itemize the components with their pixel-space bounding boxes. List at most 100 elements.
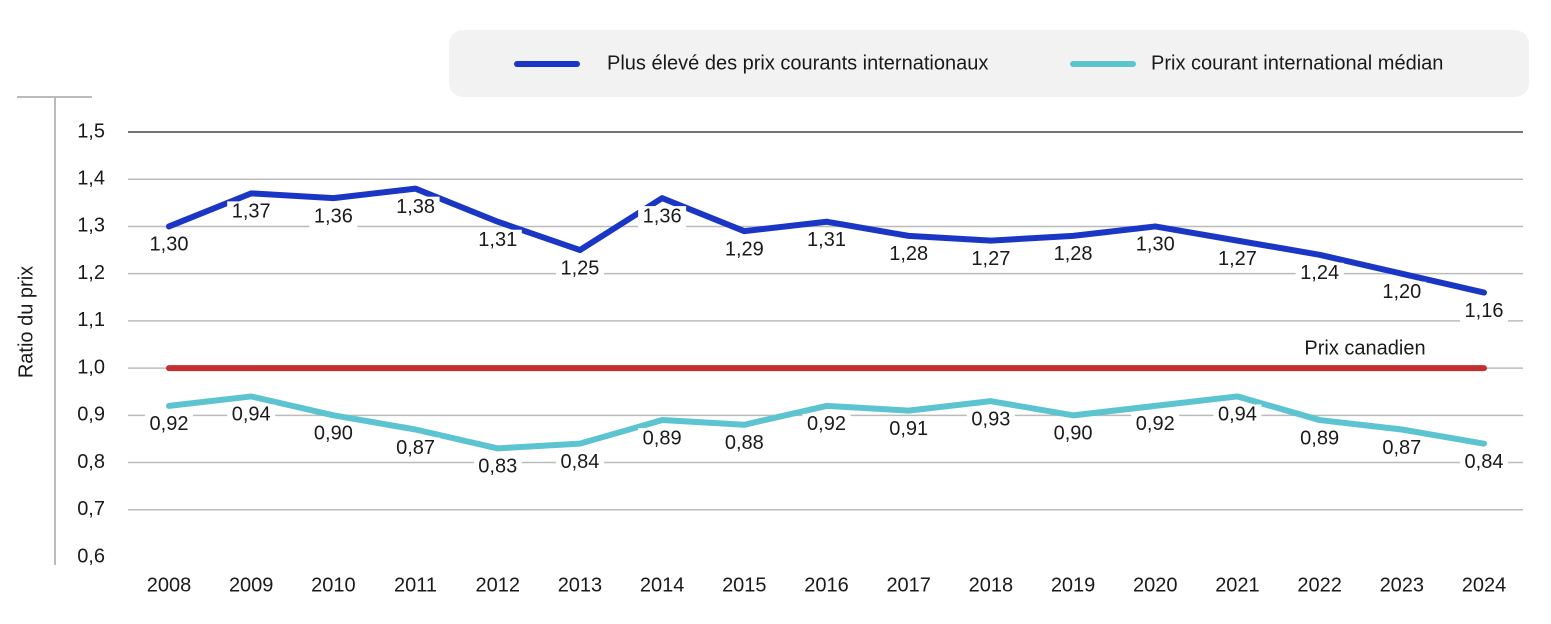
label-bg (1049, 423, 1098, 446)
label-bg (884, 243, 933, 266)
data-label: 0,90 (314, 423, 353, 445)
label-bg (1213, 248, 1262, 271)
x-tick-label: 2018 (969, 574, 1014, 596)
data-label: 0,88 (725, 432, 764, 454)
series-line (166, 185, 1487, 296)
x-tick-label: 2016 (804, 574, 849, 596)
label-bg (555, 451, 604, 474)
y-tick-label: 1,2 (77, 262, 105, 284)
reference-label: Prix canadien (1304, 337, 1425, 359)
data-label: 1,24 (1300, 262, 1339, 284)
data-label: 1,31 (478, 229, 517, 251)
y-tick-label: 0,6 (77, 545, 105, 567)
label-bg (309, 423, 358, 446)
x-tick-label: 2023 (1380, 574, 1425, 596)
data-label: 1,31 (807, 229, 846, 251)
label-bg (1049, 243, 1098, 266)
x-tick-label: 2013 (558, 574, 603, 596)
x-tick-label: 2010 (311, 574, 356, 596)
data-label: 1,27 (1218, 248, 1257, 270)
data-label: 1,29 (725, 238, 764, 260)
label-bg (145, 234, 193, 257)
data-label: 1,37 (232, 201, 271, 223)
data-label: 0,91 (889, 418, 928, 440)
x-tick-label: 2017 (886, 574, 931, 596)
y-tick-label: 1,1 (77, 309, 105, 331)
label-bg (1213, 404, 1262, 427)
y-tick-label: 1,0 (77, 356, 105, 378)
data-label: 0,87 (396, 437, 435, 459)
label-bg (473, 229, 522, 252)
label-bg (391, 196, 440, 219)
data-label: 1,30 (150, 234, 189, 256)
label-bg (227, 404, 276, 427)
data-label: 0,90 (1054, 423, 1093, 445)
data-label: 0,92 (807, 413, 846, 435)
label-bg (1295, 428, 1344, 451)
label-bg (1377, 281, 1426, 304)
label-bg (1295, 262, 1344, 285)
x-tick-label: 2015 (722, 574, 767, 596)
label-bg (555, 258, 604, 281)
y-axis-label: Ratio du prix (15, 266, 37, 378)
data-label: 1,30 (1136, 234, 1175, 256)
x-tick-label: 2009 (229, 574, 274, 596)
legend-box (449, 30, 1529, 97)
data-label: 1,20 (1382, 281, 1421, 303)
label-bg (638, 206, 687, 229)
label-bg (966, 409, 1015, 432)
data-label: 1,25 (560, 257, 599, 279)
data-label: 0,83 (478, 456, 517, 478)
label-bg (1131, 234, 1180, 257)
x-tick-label: 2024 (1462, 574, 1507, 596)
data-label: 0,93 (971, 408, 1010, 430)
label-bg (1460, 300, 1508, 323)
x-tick-label: 2008 (147, 574, 192, 596)
data-label: 0,84 (1465, 451, 1504, 473)
label-bg (1460, 451, 1508, 474)
legend-label: Prix courant international médian (1151, 52, 1443, 74)
label-bg (227, 201, 276, 224)
label-bg (720, 239, 769, 262)
label-bg (802, 413, 851, 436)
data-label: 0,92 (150, 413, 189, 435)
data-label: 1,27 (971, 248, 1010, 270)
y-tick-label: 1,3 (77, 215, 105, 237)
y-tick-label: 1,4 (77, 168, 105, 190)
y-tick-label: 0,9 (77, 404, 105, 426)
y-tick-label: 0,8 (77, 451, 105, 473)
label-bg (802, 229, 851, 252)
label-bg (720, 432, 769, 455)
series-line (166, 393, 1487, 452)
label-bg (391, 437, 440, 460)
data-label: 1,36 (643, 205, 682, 227)
data-label: 1,36 (314, 205, 353, 227)
x-tick-label: 2019 (1051, 574, 1096, 596)
x-tick-label: 2022 (1297, 574, 1342, 596)
label-bg (309, 206, 358, 229)
label-bg (638, 428, 687, 451)
data-label: 1,38 (396, 196, 435, 218)
data-label: 0,89 (643, 427, 682, 449)
data-label: 0,87 (1382, 437, 1421, 459)
data-label: 0,94 (1218, 404, 1257, 426)
data-label: 1,28 (889, 243, 928, 265)
data-label: 0,84 (560, 451, 599, 473)
legend-label: Plus élevé des prix courants internation… (607, 52, 988, 74)
x-tick-label: 2011 (394, 574, 437, 596)
y-tick-label: 1,5 (77, 120, 105, 142)
x-tick-label: 2014 (640, 574, 685, 596)
label-bg (884, 418, 933, 441)
data-label: 0,94 (232, 404, 271, 426)
label-bg (473, 456, 522, 479)
y-tick-label: 0,7 (77, 498, 105, 520)
x-tick-label: 2012 (476, 574, 521, 596)
x-tick-label: 2020 (1133, 574, 1178, 596)
x-tick-label: 2021 (1215, 574, 1260, 596)
data-label: 0,92 (1136, 413, 1175, 435)
data-label: 1,28 (1054, 243, 1093, 265)
label-bg (145, 413, 193, 436)
label-bg (1131, 413, 1180, 436)
label-bg (1377, 437, 1426, 460)
